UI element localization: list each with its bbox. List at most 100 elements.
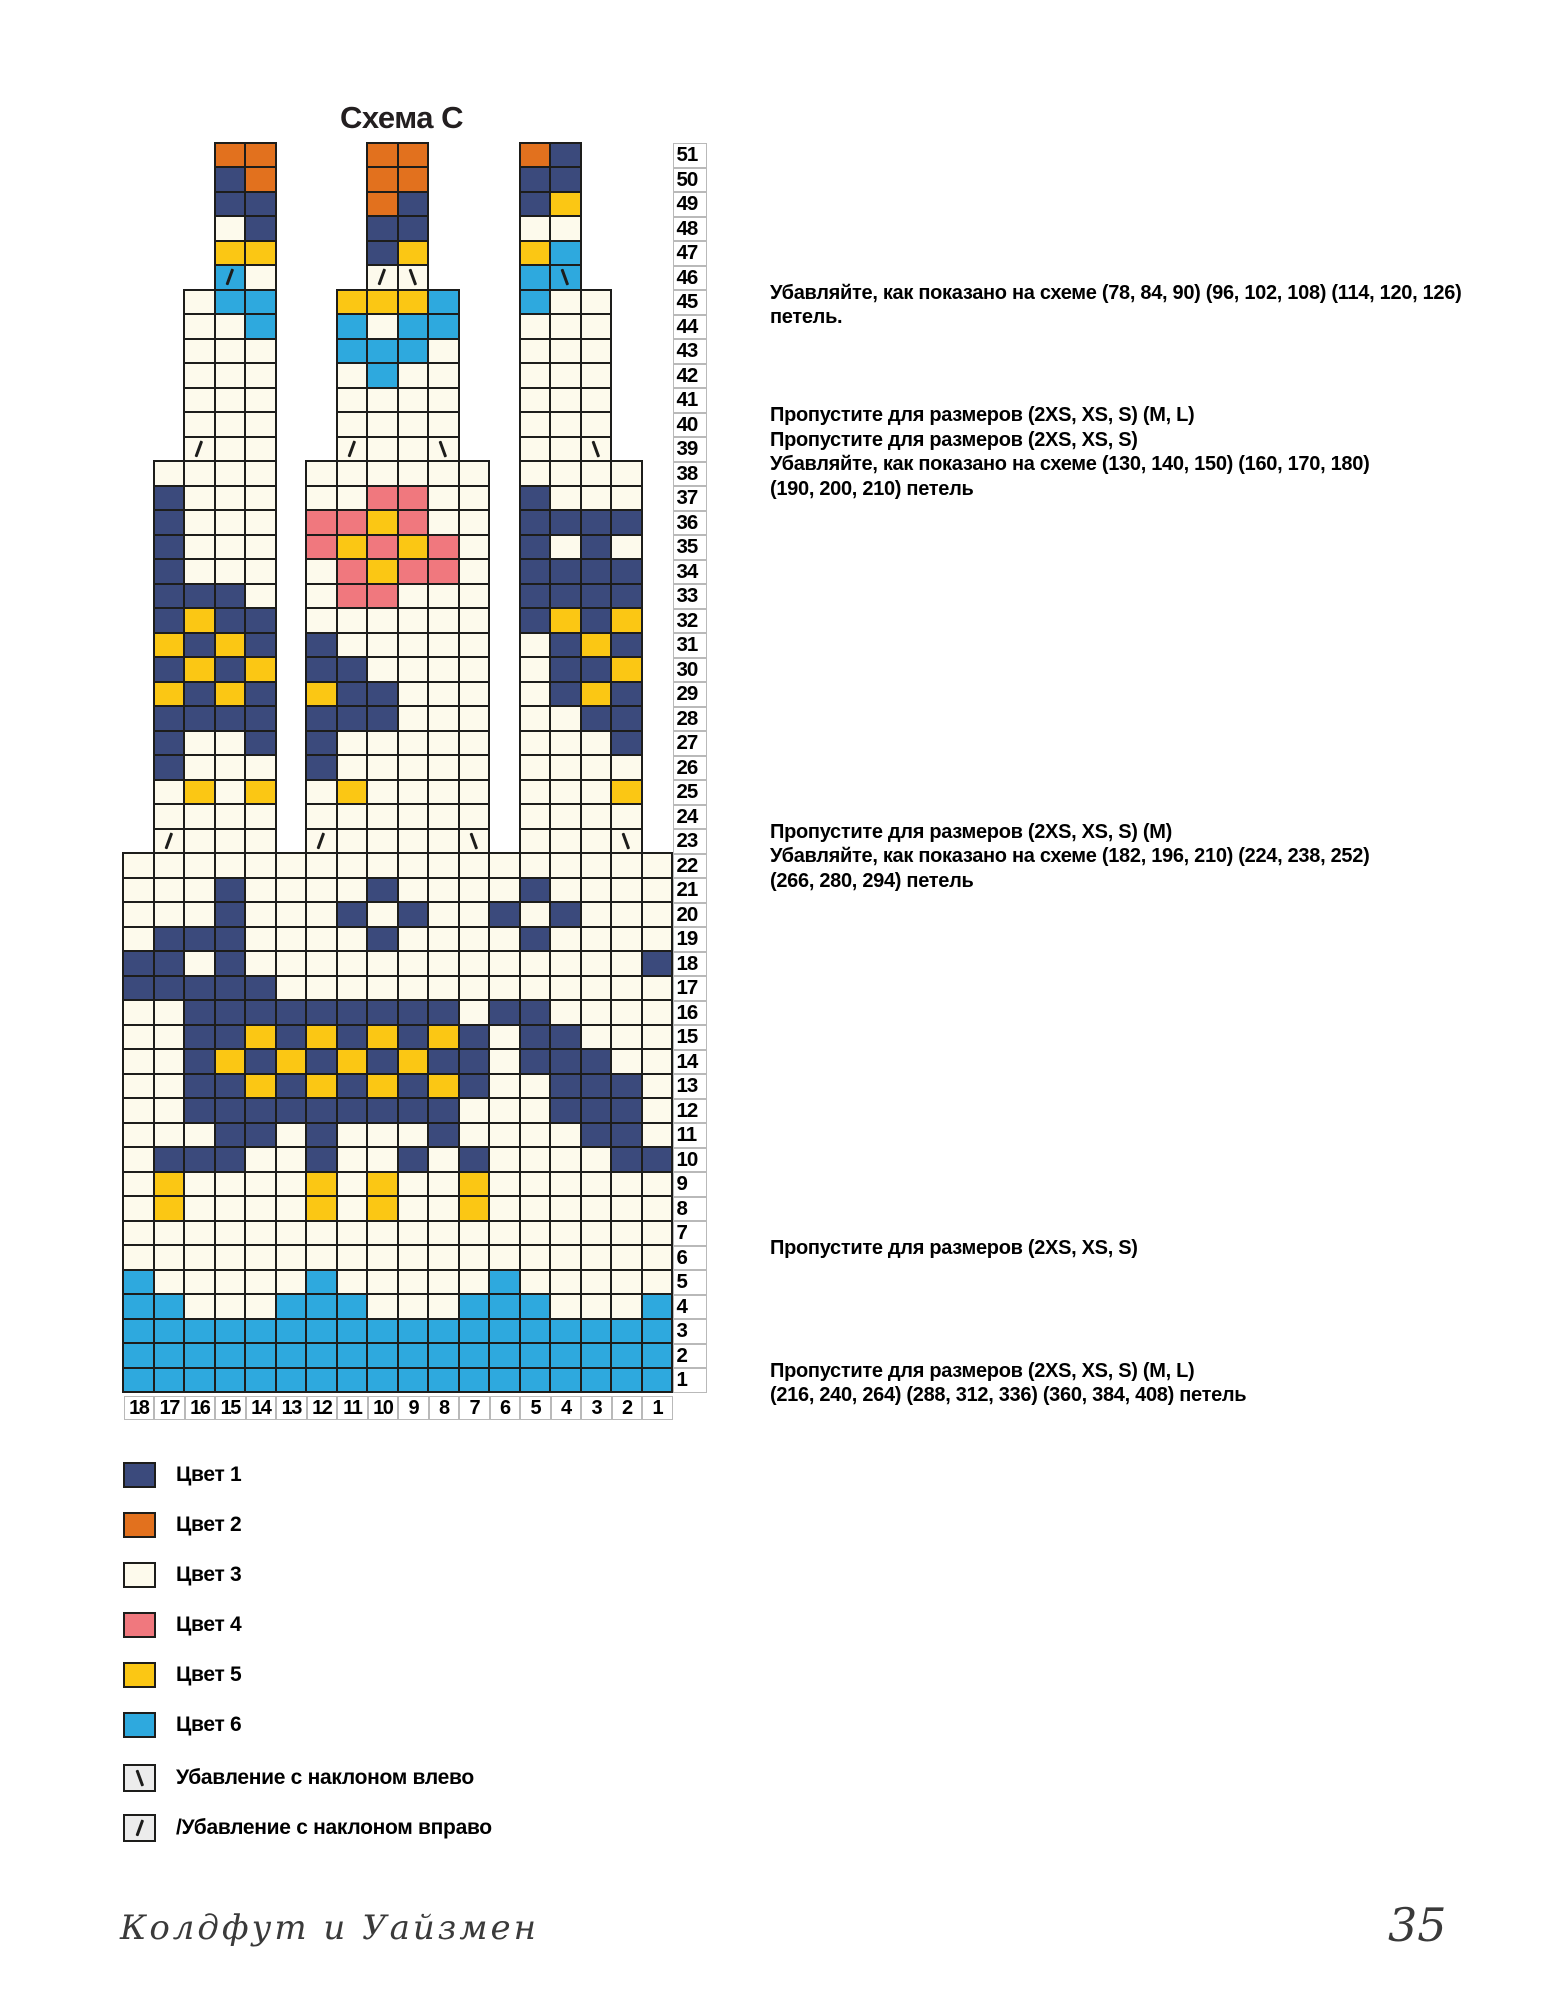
legend-label: Цвет 1 bbox=[176, 1463, 242, 1486]
stitch-cell bbox=[214, 289, 245, 314]
stitch-cell bbox=[611, 1000, 642, 1025]
stitch-cell bbox=[123, 902, 154, 927]
stitch-cell bbox=[245, 363, 276, 388]
stitch-cell bbox=[184, 314, 215, 339]
stitch-cell bbox=[458, 485, 489, 510]
chart-row-24-block bbox=[152, 803, 277, 830]
stitch-cell bbox=[458, 779, 489, 804]
chart-row-43-block bbox=[335, 337, 460, 364]
stitch-cell bbox=[306, 1294, 337, 1319]
right-decrease-icon bbox=[347, 440, 357, 458]
stitch-cell bbox=[245, 877, 276, 902]
stitch-cell bbox=[184, 412, 215, 437]
stitch-cell bbox=[184, 1073, 215, 1098]
column-number-2: 2 bbox=[611, 1395, 642, 1420]
stitch-cell bbox=[153, 608, 184, 633]
stitch-cell bbox=[367, 583, 398, 608]
stitch-cell bbox=[519, 1171, 550, 1196]
chart-row-12-block bbox=[122, 1097, 673, 1124]
stitch-cell bbox=[550, 1073, 581, 1098]
stitch-cell bbox=[306, 632, 337, 657]
stitch-cell bbox=[275, 1024, 306, 1049]
stitch-cell bbox=[184, 510, 215, 535]
row-number-6: 6 bbox=[672, 1245, 707, 1270]
stitch-cell bbox=[611, 1220, 642, 1245]
chart-row-30-block bbox=[305, 656, 490, 683]
chart-row-27-block bbox=[305, 729, 490, 756]
stitch-cell bbox=[245, 461, 276, 486]
stitch-cell bbox=[641, 902, 672, 927]
chart-row-33-block bbox=[152, 582, 277, 609]
stitch-cell bbox=[489, 1269, 520, 1294]
stitch-cell bbox=[367, 632, 398, 657]
stitch-cell bbox=[458, 1220, 489, 1245]
chart-row-4-block bbox=[122, 1293, 673, 1320]
stitch-cell bbox=[214, 706, 245, 731]
chart-row-51-block bbox=[213, 141, 277, 168]
stitch-cell bbox=[550, 1000, 581, 1025]
stitch-cell bbox=[550, 1343, 581, 1368]
stitch-cell bbox=[245, 265, 276, 290]
stitch-cell bbox=[367, 142, 398, 167]
stitch-cell bbox=[580, 338, 611, 363]
stitch-cell bbox=[397, 412, 428, 437]
chart-row-28-block bbox=[305, 705, 490, 732]
stitch-cell bbox=[519, 1073, 550, 1098]
chart-row-21-block bbox=[122, 876, 673, 903]
stitch-cell bbox=[367, 1269, 398, 1294]
stitch-cell bbox=[580, 1196, 611, 1221]
chart-row-29-block bbox=[152, 680, 277, 707]
stitch-cell bbox=[397, 804, 428, 829]
row-number-19: 19 bbox=[672, 927, 707, 952]
chart-row-2-block bbox=[122, 1342, 673, 1369]
stitch-cell bbox=[550, 1147, 581, 1172]
stitch-cell bbox=[184, 1343, 215, 1368]
stitch-cell bbox=[306, 1367, 337, 1392]
chart-row-32-block bbox=[305, 607, 490, 634]
stitch-cell bbox=[550, 461, 581, 486]
chart-row-28-block bbox=[152, 705, 277, 732]
stitch-cell bbox=[550, 951, 581, 976]
stitch-cell bbox=[397, 877, 428, 902]
stitch-cell bbox=[428, 534, 459, 559]
stitch-cell bbox=[306, 730, 337, 755]
row-number-46: 46 bbox=[672, 265, 707, 290]
stitch-cell bbox=[306, 779, 337, 804]
stitch-cell bbox=[428, 1024, 459, 1049]
stitch-cell bbox=[550, 1245, 581, 1270]
stitch-cell bbox=[550, 436, 581, 461]
stitch-cell bbox=[397, 1024, 428, 1049]
stitch-cell bbox=[214, 436, 245, 461]
footer-designer-name: Колдфут и Уайзмен bbox=[120, 1908, 540, 1948]
chart-row-5-block bbox=[122, 1268, 673, 1295]
stitch-cell bbox=[580, 534, 611, 559]
stitch-cell bbox=[275, 1318, 306, 1343]
stitch-cell bbox=[275, 1294, 306, 1319]
stitch-cell bbox=[306, 657, 337, 682]
stitch-cell bbox=[428, 1196, 459, 1221]
chart-row-50-block bbox=[213, 166, 277, 193]
chart-row-51-block bbox=[366, 141, 429, 168]
chart-title: Схема C bbox=[340, 100, 463, 135]
annotation-row-46: Убавляйте, как показано на схеме (78, 84… bbox=[770, 281, 1462, 330]
stitch-cell bbox=[275, 1098, 306, 1123]
stitch-cell bbox=[580, 632, 611, 657]
stitch-cell bbox=[245, 853, 276, 878]
stitch-cell bbox=[245, 1196, 276, 1221]
stitch-cell bbox=[519, 142, 550, 167]
stitch-cell bbox=[641, 1049, 672, 1074]
chart-row-35-block bbox=[152, 533, 277, 560]
stitch-cell bbox=[184, 363, 215, 388]
stitch-cell bbox=[580, 1122, 611, 1147]
stitch-cell bbox=[428, 1245, 459, 1270]
stitch-cell bbox=[397, 167, 428, 192]
stitch-cell bbox=[550, 240, 581, 265]
stitch-cell bbox=[428, 1171, 459, 1196]
stitch-cell bbox=[245, 142, 276, 167]
stitch-cell bbox=[611, 1147, 642, 1172]
chart-row-29-block bbox=[518, 680, 643, 707]
stitch-cell bbox=[428, 853, 459, 878]
row-number-33: 33 bbox=[672, 584, 707, 609]
stitch-cell bbox=[306, 1269, 337, 1294]
color-swatch-c4 bbox=[123, 1612, 156, 1638]
